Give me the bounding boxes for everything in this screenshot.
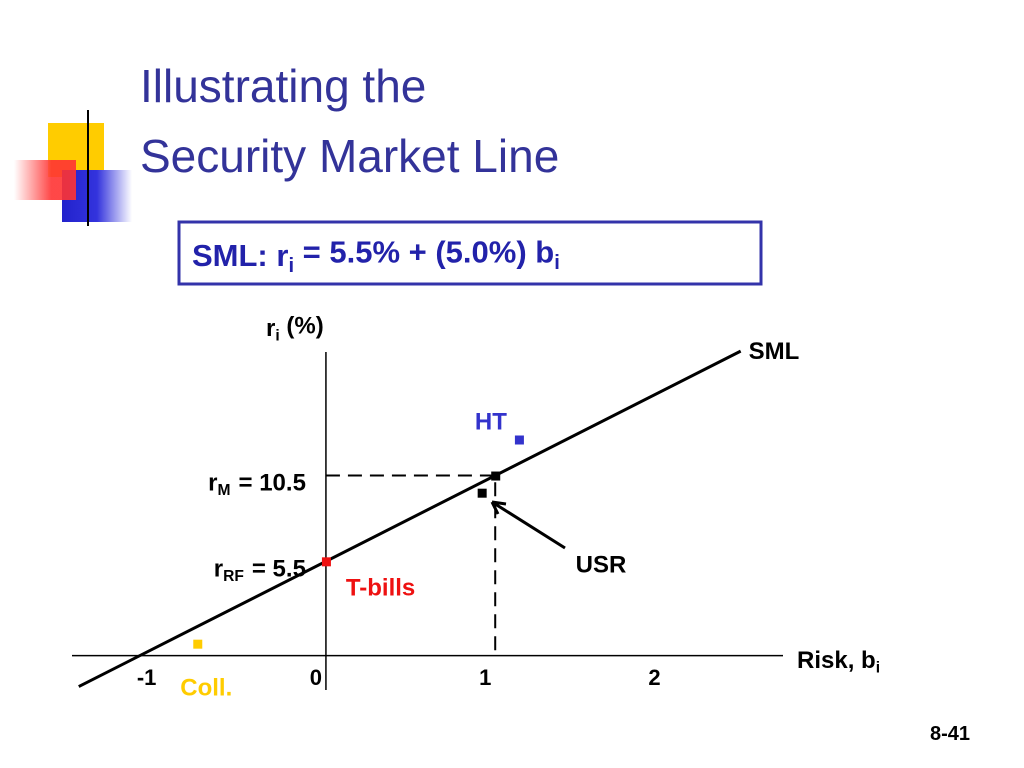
title-line: Illustrating the [140,60,426,112]
point [477,488,487,498]
sml-line [78,349,742,688]
subscript: RF [223,568,244,585]
x-tick-label: 2 [648,665,660,690]
guide-line [325,474,497,656]
x-axis-label: Risk, bi [797,647,880,677]
subscript: i [275,328,279,345]
page-number: 8-41 [930,723,970,745]
x-tick-label: -1 [137,665,157,690]
point-label: USR [576,552,627,579]
formula: SML: ri = 5.5% + (5.0%) bi [192,235,560,277]
series-label: SML [749,338,800,365]
point-label: T-bills [346,574,415,601]
point [321,557,331,567]
x-tick-label: 1 [479,665,491,690]
text-part: (%) [280,312,324,339]
y-tick-label: = 5.5 [252,555,306,582]
point [491,471,501,481]
subscript: i [554,252,560,274]
point-label: HT [475,409,507,436]
y-tick-label: = 10.5 [239,470,306,497]
point [193,639,203,649]
x-tick-label: 0 [310,665,322,690]
text-part: r [266,315,275,342]
text-part: r [214,555,223,582]
text-part: = 5.5% + (5.0%) b [294,235,554,270]
point-label: Coll. [180,675,232,702]
text-part: Risk, b [797,647,876,674]
y-tick-symbol: rM [208,470,230,500]
arrow [490,500,566,550]
y-tick-symbol: rRF [214,555,244,585]
text-part: r [208,470,217,497]
subscript: M [218,482,231,499]
subscript: i [288,255,294,277]
title-line: Security Market Line [140,130,559,182]
text-part: SML: r [192,238,288,273]
subscript: i [876,660,880,677]
formula-box [177,220,763,286]
point [514,435,524,445]
y-axis-label: ri (%) [266,312,324,344]
decoration [14,110,960,226]
